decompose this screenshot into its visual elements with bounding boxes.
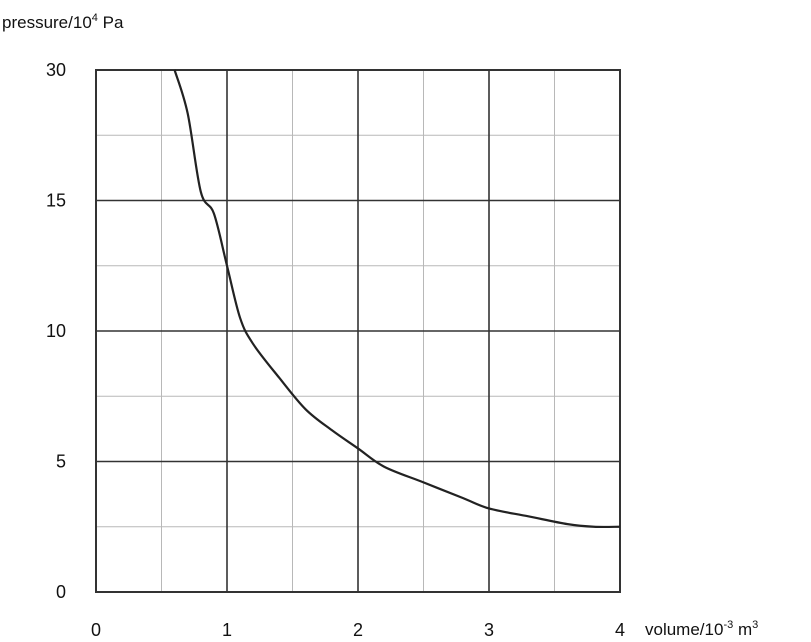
y-tick-label: 30 (46, 60, 66, 80)
y-tick-labels: 0 5 10 15 30 (46, 60, 66, 602)
plot-frame (95, 69, 621, 593)
data-curve (173, 69, 621, 529)
x-tick-label: 3 (484, 620, 494, 640)
x-tick-label: 2 (353, 620, 363, 640)
x-axis-label: volume/10-3 m3 (645, 619, 758, 639)
x-tick-label: 4 (615, 620, 625, 640)
y-tick-label: 0 (56, 582, 66, 602)
x-tick-labels: 0 1 2 3 4 (91, 620, 625, 640)
y-axis-label: pressure/104 Pa (2, 12, 124, 32)
major-grid (96, 70, 620, 592)
y-tick-label: 5 (56, 452, 66, 472)
y-tick-label: 10 (46, 321, 66, 341)
y-tick-label: 15 (46, 191, 66, 211)
x-tick-label: 0 (91, 620, 101, 640)
x-tick-label: 1 (222, 620, 232, 640)
